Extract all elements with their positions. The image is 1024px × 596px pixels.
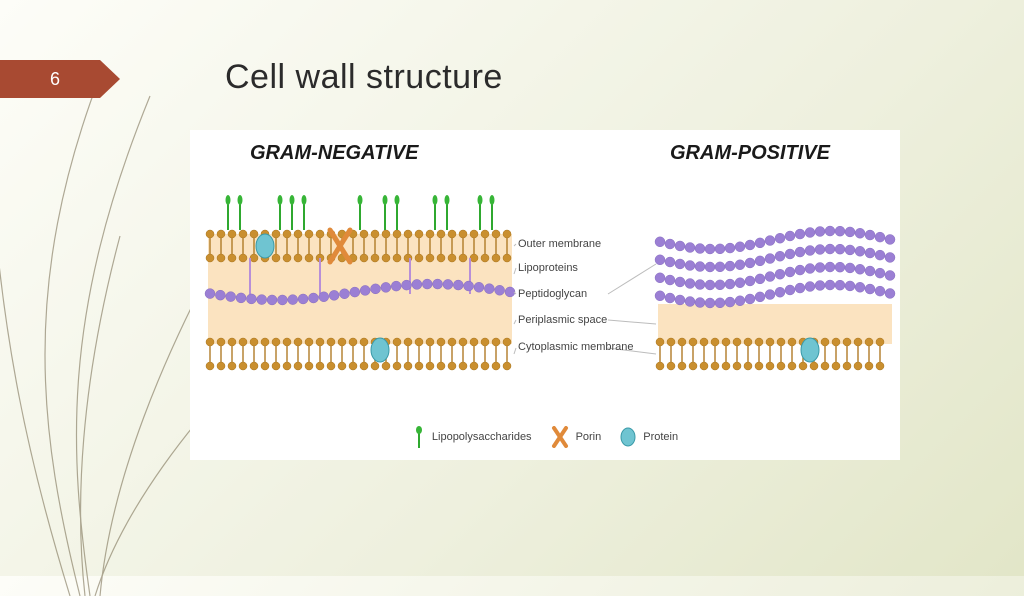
gram-positive-title: GRAM-POSITIVE	[670, 142, 830, 165]
legend-protein: Protein	[619, 426, 678, 448]
slide-number-badge: 6	[0, 60, 120, 98]
slide-title: Cell wall structure	[225, 58, 503, 97]
label-peptidoglycan: Peptidoglycan	[518, 288, 587, 300]
legend-porin: Porin	[550, 426, 602, 448]
label-lipoproteins: Lipoproteins	[518, 262, 578, 274]
label-outer-membrane: Outer membrane	[518, 238, 601, 250]
legend-lps: Lipopolysaccharides	[412, 426, 532, 448]
legend: Lipopolysaccharides Porin Protein	[190, 426, 900, 448]
gram-negative-title: GRAM-NEGATIVE	[250, 142, 419, 165]
label-periplasmic-space: Periplasmic space	[518, 315, 607, 326]
label-cytoplasmic-membrane: Cytoplasmic membrane	[518, 342, 634, 353]
slide-number: 6	[50, 69, 70, 90]
cell-wall-figure: GRAM-NEGATIVE GRAM-POSITIVE Outer membra…	[190, 130, 900, 460]
